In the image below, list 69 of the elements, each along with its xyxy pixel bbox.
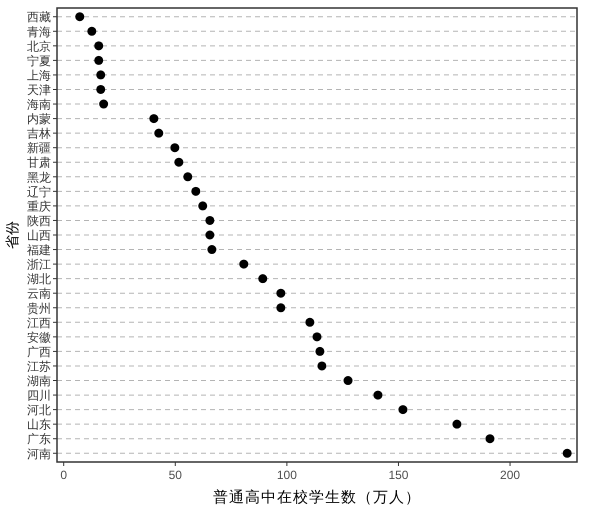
y-tick-label: 江苏 xyxy=(27,359,51,374)
y-tick-label: 陕西 xyxy=(27,214,51,228)
y-tick-label: 青海 xyxy=(27,24,51,39)
y-tick-label: 四川 xyxy=(27,388,51,403)
y-tick-label: 安徽 xyxy=(27,330,51,344)
point xyxy=(75,12,84,22)
point xyxy=(485,434,494,444)
x-axis-title: 普通高中在校学生数（万人） xyxy=(213,489,421,506)
point xyxy=(154,128,164,138)
point xyxy=(87,26,96,36)
y-tick-label: 黑龙 xyxy=(27,170,51,184)
point xyxy=(562,448,572,458)
point xyxy=(276,303,286,312)
y-tick-label: 湖北 xyxy=(27,272,51,286)
point xyxy=(305,318,314,327)
point xyxy=(239,260,248,269)
point xyxy=(317,361,326,370)
y-tick-label: 福建 xyxy=(27,243,51,258)
y-tick-label: 宁夏 xyxy=(27,54,51,68)
point xyxy=(96,84,106,94)
point xyxy=(344,376,353,386)
point xyxy=(183,172,192,182)
point xyxy=(205,216,214,225)
point xyxy=(174,158,184,167)
point xyxy=(398,405,408,414)
y-tick-label: 云南 xyxy=(27,286,51,301)
point xyxy=(94,56,104,65)
point xyxy=(276,288,286,298)
point xyxy=(205,230,214,240)
x-tick-label: 0 xyxy=(60,468,68,482)
point xyxy=(452,420,462,429)
y-tick-label: 山东 xyxy=(27,418,51,432)
y-tick-label: 河南 xyxy=(27,446,51,461)
x-tick-label: 50 xyxy=(168,468,182,482)
point xyxy=(94,41,104,50)
point xyxy=(170,143,180,152)
y-tick-label: 浙江 xyxy=(27,258,51,272)
y-tick-label: 西藏 xyxy=(27,10,51,24)
y-tick-label: 上海 xyxy=(27,68,51,82)
point xyxy=(149,114,158,124)
y-tick-label: 江西 xyxy=(27,316,51,330)
point xyxy=(99,100,108,109)
y-tick-label: 北京 xyxy=(27,39,51,54)
point xyxy=(191,186,200,196)
y-tick-label: 新疆 xyxy=(27,141,51,156)
x-tick-label: 100 xyxy=(276,468,298,482)
y-tick-label: 河北 xyxy=(27,403,51,418)
y-tick-label: 甘肃 xyxy=(27,156,51,170)
x-tick-label: 150 xyxy=(388,468,409,482)
y-tick-label: 广东 xyxy=(27,432,51,446)
y-tick-label: 广西 xyxy=(27,344,51,359)
point xyxy=(96,70,106,80)
point xyxy=(312,332,322,342)
y-tick-label: 天津 xyxy=(27,82,51,97)
y-tick-label: 吉林 xyxy=(27,126,51,141)
y-tick-label: 贵州 xyxy=(27,301,51,316)
y-tick-label: 海南 xyxy=(27,98,51,112)
y-tick-label: 湖南 xyxy=(27,374,51,388)
y-tick-label: 重庆 xyxy=(27,199,51,214)
point xyxy=(198,201,208,210)
x-tick-label: 200 xyxy=(500,468,520,482)
y-tick-label: 内蒙 xyxy=(27,112,51,126)
point xyxy=(207,245,216,254)
point xyxy=(258,274,268,284)
y-tick-label: 辽宁 xyxy=(27,184,51,199)
point xyxy=(373,390,382,400)
y-axis-title: 省份 xyxy=(4,221,20,249)
point xyxy=(315,346,324,356)
y-tick-label: 山西 xyxy=(27,228,51,242)
